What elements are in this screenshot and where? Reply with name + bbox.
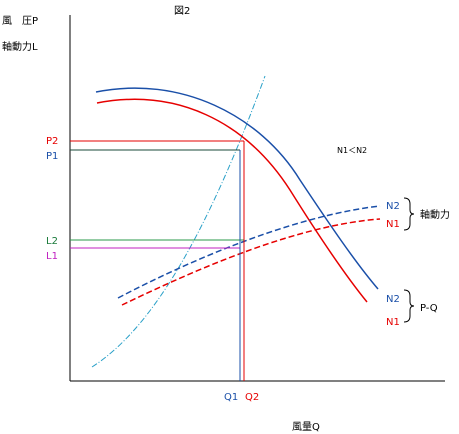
speed-relation-note: N1＜N2 bbox=[337, 146, 367, 155]
x-axis-label: 風量Q bbox=[292, 421, 320, 433]
pq-legend-bracket bbox=[403, 289, 415, 323]
pq-legend-caption: P-Q bbox=[420, 303, 438, 314]
power-legend-bracket bbox=[403, 197, 415, 231]
power-legend-n1: N1 bbox=[386, 219, 400, 230]
y-axis-label-pressure: 風 圧P bbox=[2, 15, 38, 27]
power-curve-n2 bbox=[117, 205, 381, 299]
l1-label: L1 bbox=[46, 251, 58, 262]
p1-label: P1 bbox=[46, 151, 58, 162]
pq-legend-n1: N1 bbox=[386, 317, 400, 328]
power-legend-caption: 軸動力 bbox=[420, 208, 450, 221]
system-resistance-curve bbox=[91, 75, 266, 368]
l2-label: L2 bbox=[46, 236, 58, 247]
y-axis-label-power: 軸動力L bbox=[2, 40, 38, 53]
power-legend-n2: N2 bbox=[386, 201, 400, 212]
p2-label: P2 bbox=[46, 136, 58, 147]
pq-curve-n2 bbox=[95, 87, 379, 290]
power-curve-n1 bbox=[121, 218, 381, 306]
figure-title: 図2 bbox=[174, 5, 190, 17]
pq-curve-n1 bbox=[96, 98, 368, 303]
pq-legend-n2: N2 bbox=[386, 294, 400, 305]
q2-label: Q2 bbox=[245, 392, 259, 403]
q1-label: Q1 bbox=[224, 392, 238, 403]
